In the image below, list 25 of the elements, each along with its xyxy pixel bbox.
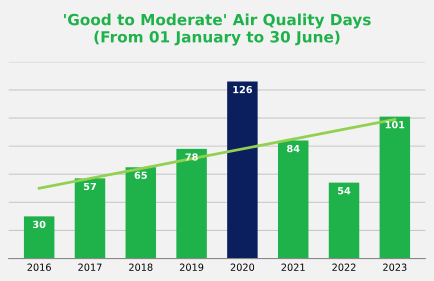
data-label: 84 bbox=[287, 144, 300, 152]
x-tick-label: 2022 bbox=[332, 264, 356, 271]
bar bbox=[328, 182, 360, 259]
data-label: 65 bbox=[134, 172, 147, 179]
bar bbox=[126, 167, 156, 259]
bar bbox=[278, 140, 308, 259]
bar bbox=[380, 116, 410, 259]
data-label: 101 bbox=[386, 121, 404, 128]
chart-title: 'Good to Moderate' Air Quality Days (From 01 January to 30 June) bbox=[64, 14, 371, 46]
bar bbox=[74, 178, 106, 259]
data-label: 78 bbox=[185, 153, 198, 161]
data-label: 57 bbox=[84, 182, 96, 190]
data-label: 126 bbox=[233, 86, 252, 94]
x-tick-label: 2017 bbox=[78, 264, 102, 271]
data-label: 30 bbox=[33, 220, 46, 228]
x-tick-label: 2018 bbox=[129, 264, 152, 271]
x-tick-label: 2019 bbox=[180, 264, 204, 271]
x-tick-label: 2020 bbox=[230, 264, 254, 271]
x-tick-label: 2016 bbox=[28, 264, 51, 271]
x-tick-label: 2021 bbox=[282, 264, 305, 271]
bar bbox=[176, 148, 207, 259]
data-label: 54 bbox=[338, 187, 350, 194]
bar bbox=[227, 81, 258, 259]
x-tick-label: 2023 bbox=[383, 264, 406, 271]
bar bbox=[24, 216, 54, 259]
